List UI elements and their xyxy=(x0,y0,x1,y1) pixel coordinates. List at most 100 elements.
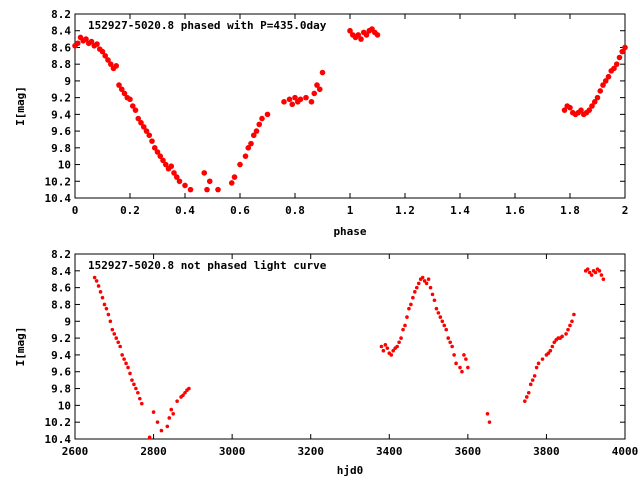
chart0-data-point xyxy=(622,44,628,51)
chart1-y-tick-label: 9.4 xyxy=(51,349,71,362)
chart1-data-point xyxy=(466,365,470,370)
chart0-data-point xyxy=(374,32,381,38)
chart1-data-point xyxy=(450,344,454,349)
chart1-data-point xyxy=(524,395,529,399)
chart0-y-tick-label: 9.6 xyxy=(51,125,71,138)
chart0-data-point xyxy=(143,128,150,134)
chart1-data-point xyxy=(436,311,441,315)
chart0-data-point xyxy=(121,90,128,97)
chart1-y-tick-label: 8.8 xyxy=(51,298,71,311)
chart1-y-tick-label: 9.2 xyxy=(51,332,71,345)
chart0-data-point xyxy=(281,99,287,105)
chart0-data-point xyxy=(248,140,254,147)
chart1-data-point xyxy=(528,382,533,387)
chart1-y-tick-label: 10.2 xyxy=(45,416,72,429)
chart1-y-tick-label: 10.4 xyxy=(45,433,72,446)
chart1-data-point xyxy=(550,344,555,349)
chart0-data-point xyxy=(303,94,309,101)
chart1-x-tick-label: 2800 xyxy=(140,445,167,458)
chart0-data-point xyxy=(586,107,593,113)
chart0-x-tick-label: 1.6 xyxy=(505,204,525,217)
chart1-data-point xyxy=(458,365,462,370)
chart0-data-point xyxy=(116,82,122,88)
chart1-data-point xyxy=(413,290,417,294)
chart1-data-point xyxy=(464,357,468,361)
chart1-data-point xyxy=(124,361,128,366)
chart1-data-point xyxy=(405,315,409,319)
chart0-data-point xyxy=(297,96,304,103)
chart1-data-point xyxy=(98,290,103,294)
chart0-data-point xyxy=(140,124,147,130)
chart0-data-point xyxy=(215,186,221,193)
chart0-data-point xyxy=(151,145,158,151)
chart1-data-point xyxy=(599,273,604,277)
chart0-data-point xyxy=(228,180,235,186)
chart0-data-point xyxy=(611,65,617,72)
chart1-y-tick-label: 8.2 xyxy=(51,248,71,261)
chart1-x-tick-label: 3000 xyxy=(219,445,246,458)
phased-chart-panel: 0 0.2 0.4 0.6 0.8 1 1.2 1.4 1.6 1.8 2 8.2 8.4 8.6 8.8 9… xyxy=(14,8,628,238)
chart1-data-point xyxy=(118,344,122,349)
chart0-data-point xyxy=(204,186,210,193)
chart1-data-point xyxy=(114,336,119,340)
chart1-data-point xyxy=(585,267,590,271)
chart0-data-point xyxy=(74,40,81,47)
chart0-data-point xyxy=(319,69,326,76)
chart0-y-tick-label: 8.2 xyxy=(51,8,71,21)
chart1-data-point xyxy=(414,285,419,290)
chart1-data-point xyxy=(167,416,172,420)
chart0-y-tick-label: 10.4 xyxy=(45,192,72,205)
chart0-data-point xyxy=(605,73,612,80)
chart1-data-point xyxy=(96,284,101,288)
chart0-data-point xyxy=(358,36,364,42)
chart1-data-point xyxy=(424,281,429,286)
chart1-data-point xyxy=(430,292,435,297)
chart0-x-tick-label: 1.4 xyxy=(450,204,470,217)
chart1-data-point xyxy=(601,277,606,282)
chart1-data-point xyxy=(546,351,551,356)
chart1-data-point xyxy=(568,323,572,328)
chart0-data-point xyxy=(138,119,144,126)
chart1-data-point xyxy=(438,315,443,319)
chart0-data-point xyxy=(171,170,177,176)
chart0-data-point xyxy=(182,182,188,189)
chart0-title: 152927-5020.8 phased with P=435.0day xyxy=(88,19,327,32)
chart1-data-point xyxy=(128,371,132,376)
chart1-data-point xyxy=(432,298,437,303)
chart0-x-tick-label: 0.2 xyxy=(120,204,140,217)
chart0-x-tick-label: 1.2 xyxy=(395,204,415,217)
chart1-data-point xyxy=(523,399,527,403)
chart1-data-point xyxy=(403,323,407,328)
chart0-x-tick-label: 0.6 xyxy=(230,204,250,217)
chart0-y-tick-label: 10.2 xyxy=(45,175,72,188)
chart0-data-point xyxy=(264,111,271,118)
chart0-data-point xyxy=(127,96,133,103)
chart1-data-point xyxy=(587,270,592,275)
chart1-data-point xyxy=(401,327,405,332)
chart1-data-point xyxy=(116,340,121,345)
chart0-data-point xyxy=(173,174,180,180)
chart1-data-point xyxy=(487,420,492,424)
chart1-data-point xyxy=(462,353,466,357)
chart1-data-point xyxy=(122,357,126,361)
chart0-data-point xyxy=(105,57,111,63)
chart0-data-point xyxy=(135,115,142,122)
chart1-data-point xyxy=(147,435,152,440)
chart0-y-tick-label: 10 xyxy=(58,159,71,172)
chart1-data-point xyxy=(407,306,411,311)
chart1-data-point xyxy=(540,357,545,361)
chart0-data-point xyxy=(259,115,265,122)
chart1-data-point xyxy=(100,295,105,300)
chart1-x-tick-label: 2600 xyxy=(62,445,89,458)
chart1-data-point xyxy=(159,428,164,433)
chart1-data-point xyxy=(106,312,111,317)
chart1-data-point xyxy=(548,348,553,353)
chart1-data-point xyxy=(485,411,490,416)
chart1-data-point xyxy=(530,378,535,382)
chart0-data-point xyxy=(289,101,296,108)
chart0-data-point xyxy=(314,82,320,88)
chart0-data-point xyxy=(160,157,166,164)
chart1-data-point xyxy=(589,273,594,277)
chart1-data-point xyxy=(169,407,174,412)
chart0-data-point xyxy=(594,94,601,101)
